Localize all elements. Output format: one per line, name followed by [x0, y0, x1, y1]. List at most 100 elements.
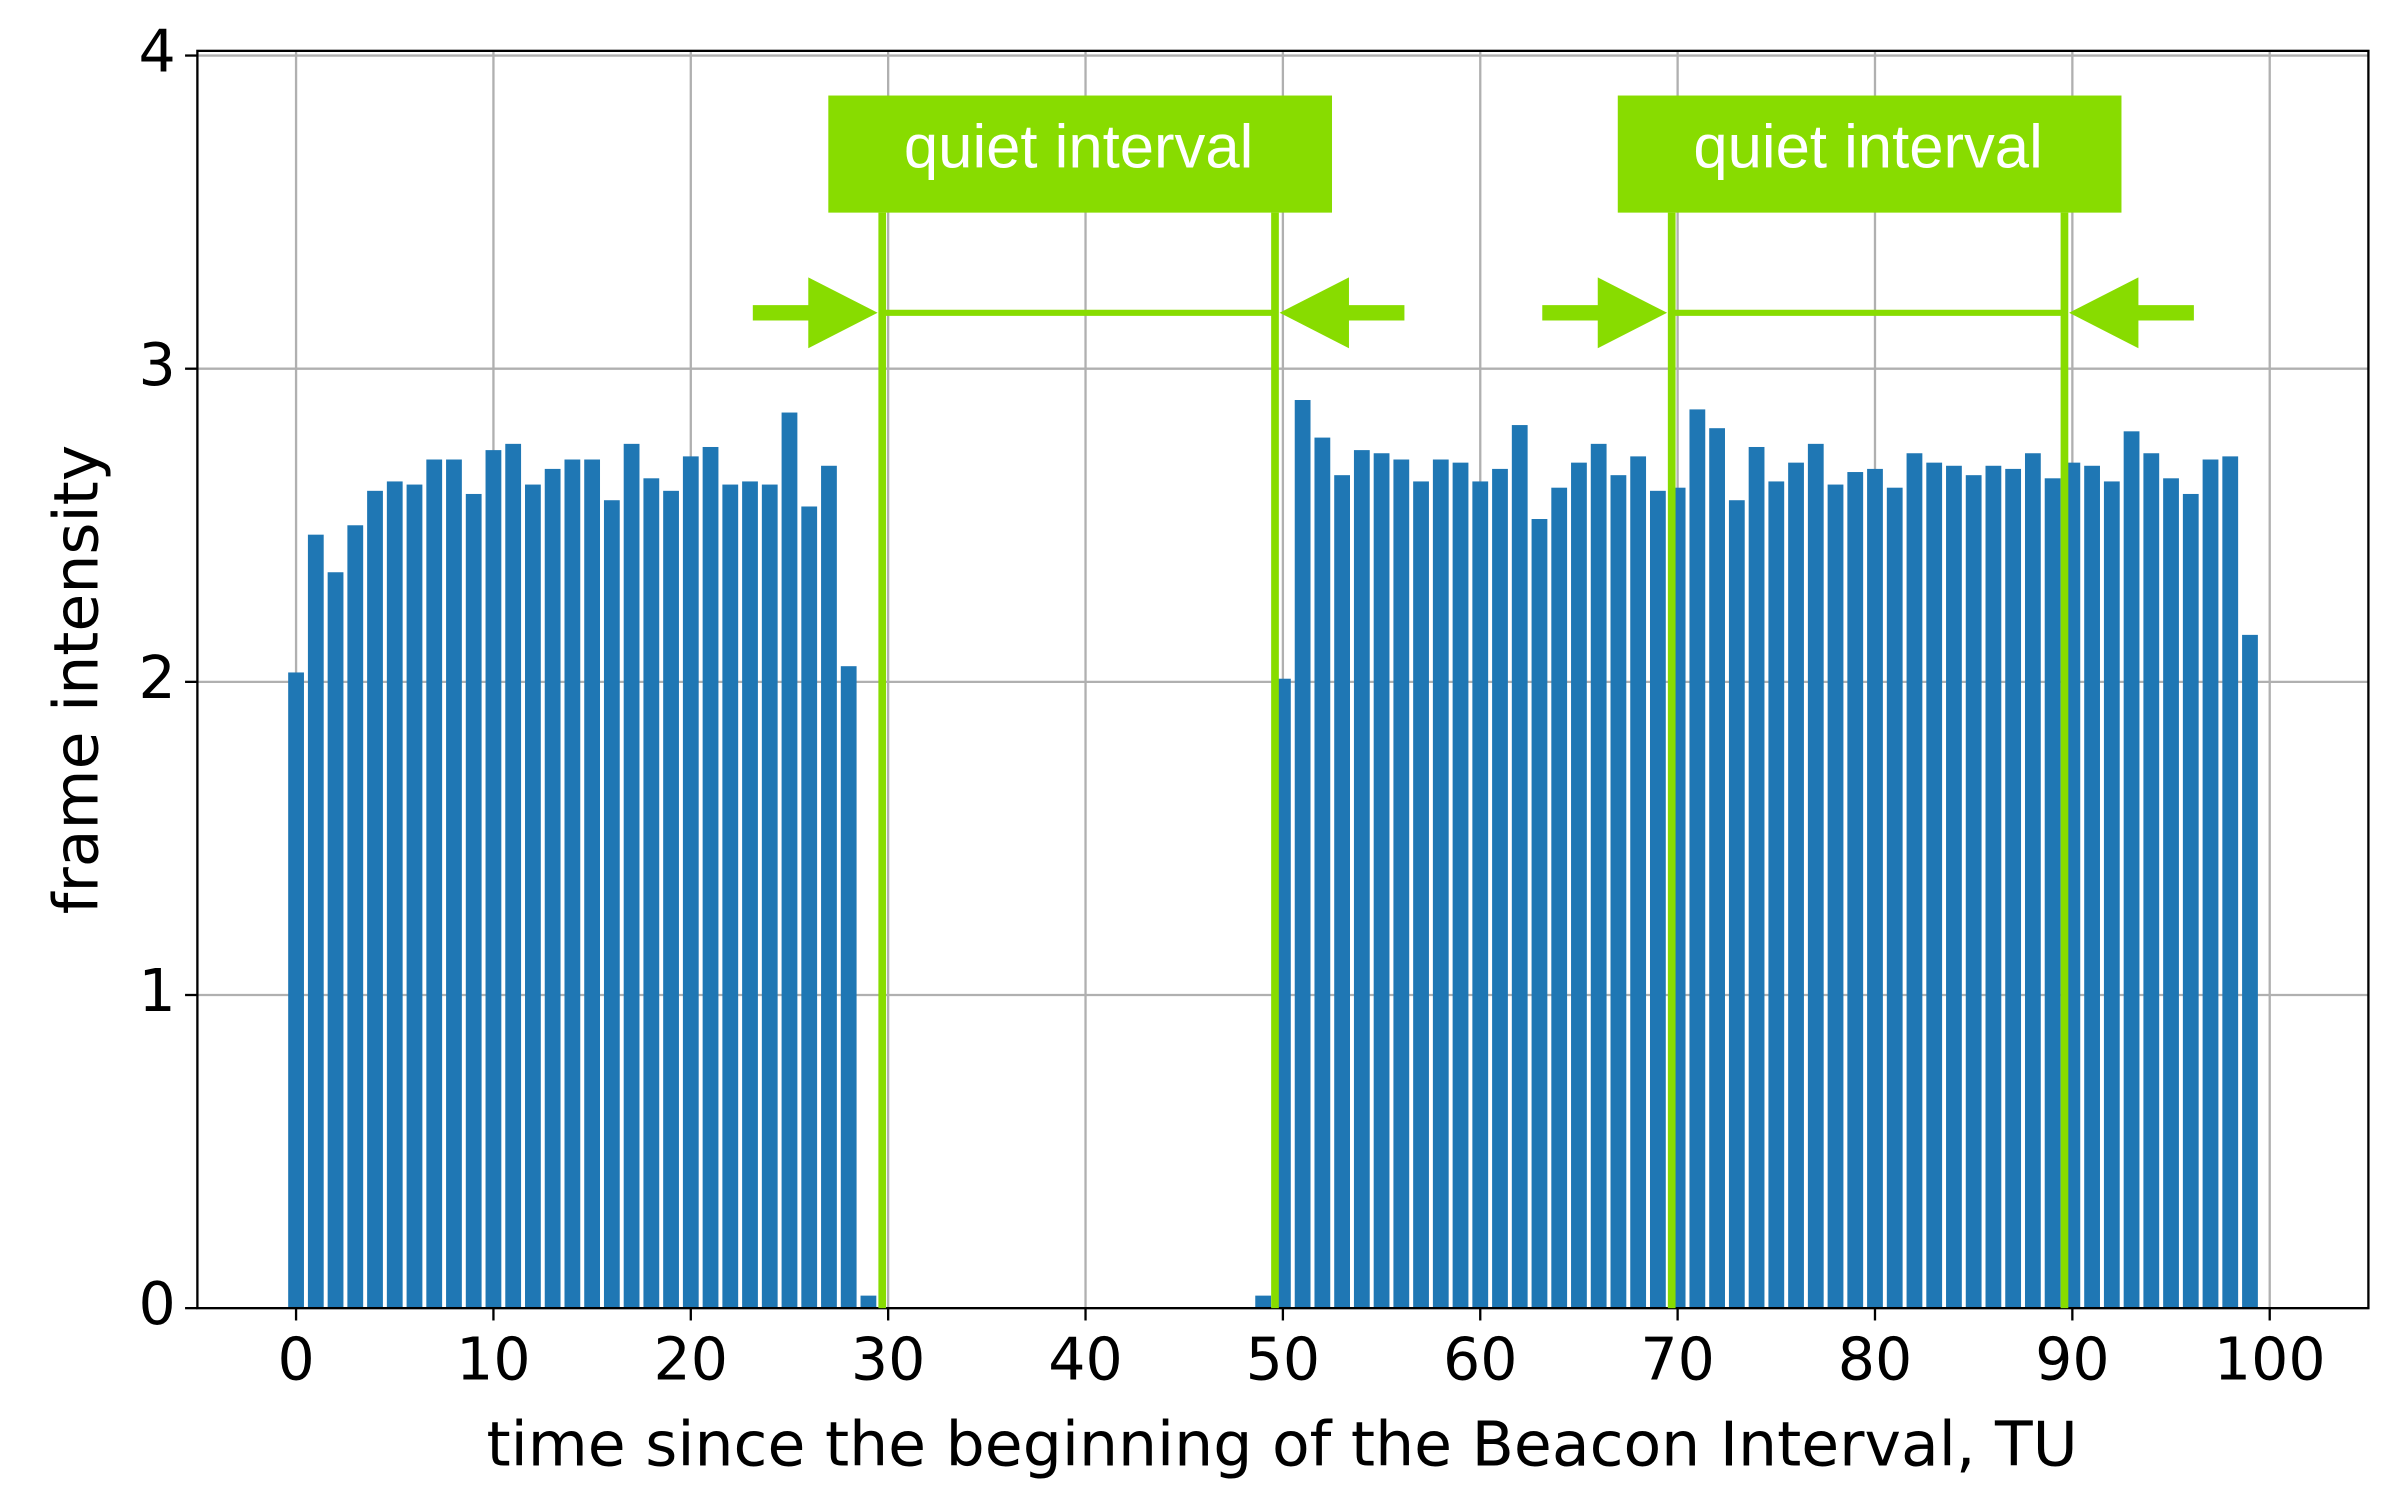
bar	[1590, 443, 1607, 1309]
bar	[722, 484, 739, 1309]
x-tick-label: 20	[654, 1326, 729, 1394]
x-axis-label: time since the beginning of the Beacon I…	[486, 1408, 2077, 1480]
bar	[1827, 484, 1844, 1309]
bar	[1413, 481, 1429, 1309]
arrow-head	[2069, 277, 2139, 349]
bar	[761, 484, 778, 1309]
x-tick-label: 30	[851, 1326, 926, 1394]
bar	[801, 506, 818, 1309]
bar	[564, 459, 581, 1309]
bar	[623, 443, 640, 1309]
bar	[1274, 678, 1291, 1309]
bar	[1353, 450, 1370, 1309]
bar	[1946, 465, 1962, 1309]
bar	[544, 468, 561, 1309]
bar	[584, 459, 601, 1309]
bar	[1373, 453, 1390, 1309]
bar	[1255, 1295, 1272, 1309]
arrow-head	[808, 277, 878, 349]
bar	[2024, 453, 2041, 1309]
x-tick-label: 0	[277, 1326, 314, 1394]
bar	[1531, 519, 1548, 1309]
bar	[1768, 481, 1785, 1309]
bar	[1788, 462, 1804, 1309]
bar	[327, 572, 344, 1309]
bar	[1728, 500, 1745, 1309]
y-tick-label: 1	[139, 957, 176, 1025]
bar	[426, 459, 443, 1309]
bar	[1393, 459, 1410, 1309]
bar	[1807, 443, 1824, 1309]
bar	[1689, 409, 1706, 1309]
bar	[406, 484, 423, 1309]
bar	[1709, 428, 1725, 1309]
bar	[1748, 446, 1765, 1309]
bar	[2163, 478, 2179, 1309]
bar	[2182, 493, 2199, 1309]
bar	[288, 672, 304, 1309]
arrow-head	[1597, 277, 1668, 349]
bar	[1926, 462, 1943, 1309]
bar	[1472, 481, 1489, 1309]
bar	[603, 500, 620, 1309]
arrow-head	[1279, 277, 1349, 349]
bar	[446, 459, 462, 1309]
bar	[505, 443, 522, 1309]
bar	[1867, 468, 1883, 1309]
bar	[347, 525, 364, 1309]
bar	[1649, 490, 1666, 1309]
bar	[1551, 487, 1568, 1309]
bar	[1847, 472, 1864, 1309]
bar	[2143, 453, 2160, 1309]
bar	[860, 1295, 877, 1309]
bar	[1314, 437, 1331, 1309]
x-tick-label: 40	[1048, 1326, 1123, 1394]
y-tick-label: 0	[139, 1270, 176, 1338]
label-box	[828, 95, 1333, 213]
x-tick-label: 80	[1838, 1326, 1912, 1394]
bar	[2103, 481, 2120, 1309]
x-tick-label: 70	[1640, 1326, 1715, 1394]
bar	[821, 465, 837, 1309]
bar	[1985, 465, 2002, 1309]
bar	[307, 534, 324, 1309]
bar	[742, 481, 758, 1309]
x-tick-label: 60	[1443, 1326, 1518, 1394]
bar	[1571, 462, 1587, 1309]
x-tick-label: 100	[2214, 1326, 2326, 1394]
y-tick-label: 4	[139, 18, 176, 86]
bar	[2044, 478, 2061, 1309]
y-tick-label: 3	[139, 331, 176, 399]
bar	[1610, 475, 1627, 1309]
bar	[1492, 468, 1508, 1309]
bar	[2005, 468, 2022, 1309]
bar	[525, 484, 541, 1309]
annotation-label: quiet interval	[904, 112, 1253, 181]
bar	[2242, 634, 2258, 1309]
bar	[1965, 475, 1982, 1309]
bar	[643, 478, 660, 1309]
bar	[485, 450, 502, 1309]
bar	[1630, 456, 1647, 1309]
x-tick-label: 50	[1246, 1326, 1321, 1394]
bar	[840, 666, 857, 1309]
bar	[1334, 475, 1350, 1309]
bar	[2064, 462, 2081, 1309]
label-box	[1617, 95, 2122, 213]
bar	[663, 490, 679, 1309]
x-tick-label: 10	[456, 1326, 531, 1394]
bar	[1511, 425, 1528, 1309]
plot-frame	[196, 49, 2370, 1310]
y-tick-label: 2	[139, 644, 176, 712]
bar	[781, 412, 798, 1309]
bar	[386, 481, 403, 1309]
bar	[702, 446, 719, 1309]
bar	[2123, 431, 2140, 1309]
bar	[2222, 456, 2239, 1309]
bar	[465, 493, 482, 1309]
bar	[1886, 487, 1903, 1309]
bar	[1452, 462, 1469, 1309]
bar	[1294, 400, 1311, 1309]
bar	[1432, 459, 1449, 1309]
